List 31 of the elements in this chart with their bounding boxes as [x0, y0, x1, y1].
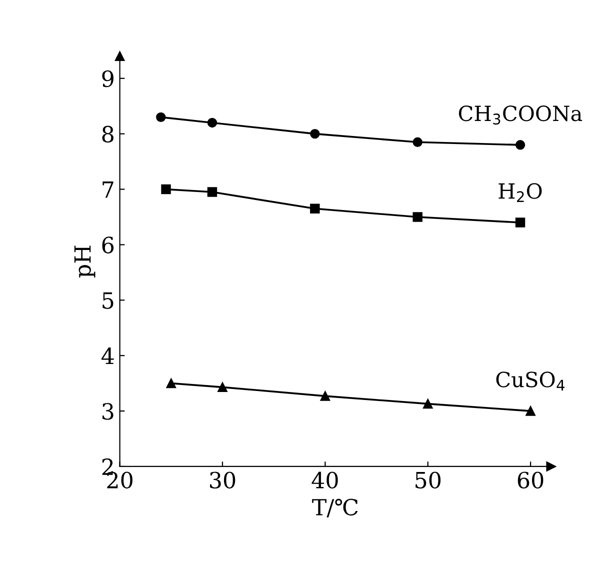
point: [161, 184, 171, 194]
x-tick-label: 50: [416, 472, 441, 489]
y-tick-label: 9: [102, 70, 114, 88]
x-tick-label: 60: [518, 472, 544, 489]
series-label: H$_{2}$O: [498, 183, 542, 202]
y-tick-label: 4: [101, 348, 114, 364]
y-axis-title: pH: [74, 246, 96, 278]
point: [526, 406, 536, 416]
series-label: CH$_{3}$COONa: [458, 106, 582, 125]
point: [310, 128, 320, 139]
point: [320, 391, 330, 401]
point: [515, 218, 526, 228]
point: [166, 378, 176, 388]
point: [310, 204, 320, 214]
point: [218, 382, 228, 392]
point: [156, 112, 166, 122]
x-tick-label: 40: [312, 472, 338, 489]
point: [207, 118, 218, 128]
point: [422, 398, 433, 409]
y-tick-label: 3: [102, 402, 114, 420]
point: [207, 187, 218, 197]
y-tick-label: 5: [102, 292, 114, 309]
point: [515, 140, 526, 150]
x-tick-label: 30: [210, 472, 236, 489]
y-tick-label: 7: [102, 182, 114, 198]
y-tick-label: 6: [102, 236, 114, 254]
point: [412, 212, 422, 222]
y-tick-label: 8: [102, 126, 114, 143]
series-label: CuSO$_{4}$: [496, 372, 564, 390]
point: [412, 137, 422, 147]
x-axis-title: T/℃: [312, 498, 358, 518]
